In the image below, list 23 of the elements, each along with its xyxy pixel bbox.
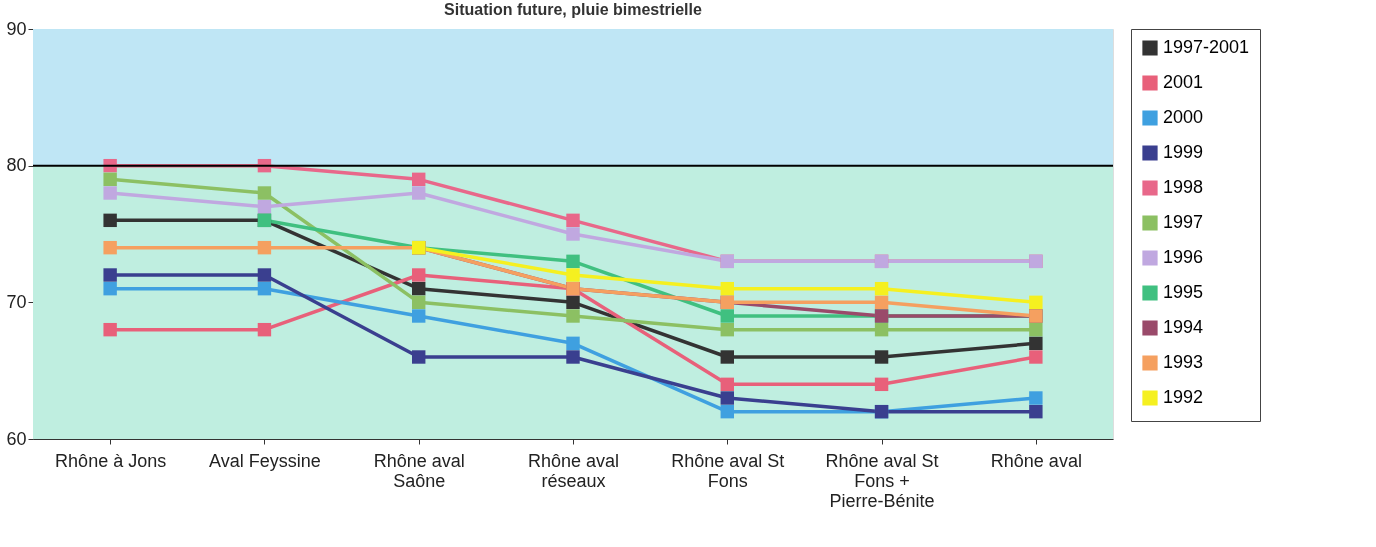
legend-label: 1995	[1163, 282, 1204, 302]
legend-label: 1992	[1163, 387, 1204, 407]
legend-label: 2000	[1163, 107, 1204, 127]
legend-label: 1999	[1163, 142, 1204, 162]
x-tick-label: Rhône aval Saône	[373, 450, 465, 491]
legend-label: 2001	[1163, 72, 1204, 92]
x-tick-label: Rhône aval St Fons	[671, 450, 785, 491]
x-tick-label: Rhône aval réseaux	[527, 450, 620, 491]
legend-label: 1994	[1163, 317, 1204, 337]
y-tick-label: 70	[6, 291, 27, 312]
legend-label: 1997-2001	[1163, 37, 1250, 57]
legend-label: 1997	[1163, 212, 1204, 232]
legend-label: 1996	[1163, 247, 1204, 267]
x-tick-label: Rhône à Jons	[55, 450, 167, 471]
y-tick-label: 90	[6, 18, 27, 39]
chart-title: Situation future, pluie bimestrielle	[444, 1, 703, 18]
x-tick-label: Aval Feyssine	[209, 450, 321, 471]
x-tick-label: Rhône aval St Fons + Pierre-Bénite	[825, 450, 939, 511]
y-tick-label: 80	[6, 155, 27, 176]
y-tick-label: 60	[6, 428, 27, 449]
x-tick-label: Rhône aval	[990, 450, 1082, 471]
legend-label: 1998	[1163, 177, 1204, 197]
legend-label: 1993	[1163, 352, 1204, 372]
